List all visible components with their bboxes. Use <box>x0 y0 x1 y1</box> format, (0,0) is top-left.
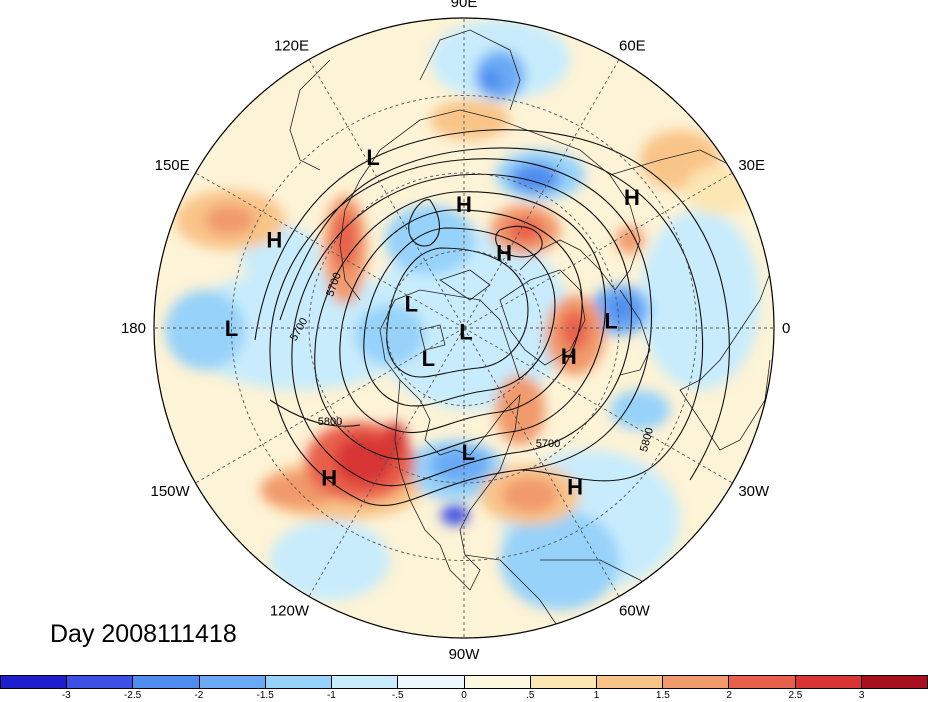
meridian-line <box>463 327 620 597</box>
longitude-label: 120W <box>270 602 310 619</box>
map-border <box>153 17 775 639</box>
colorbar-swatch <box>464 676 531 688</box>
lat-lon-grid <box>154 18 774 638</box>
longitude-label: 60E <box>619 38 646 55</box>
colorbar-swatch <box>530 676 597 688</box>
colorbar <box>0 675 928 689</box>
colorbar-tick-label: 2.5 <box>788 690 803 701</box>
latitude-circle <box>386 250 542 406</box>
colorbar-tick-label: .5 <box>526 690 535 701</box>
colorbar-tick-label: -3 <box>61 690 71 701</box>
colorbar-tick-label: -1 <box>326 690 336 701</box>
high-pressure-label: H <box>456 192 472 217</box>
colorbar-tick-label: -.5 <box>391 690 404 701</box>
low-pressure-label: L <box>604 308 617 333</box>
high-pressure-label: H <box>266 228 282 253</box>
high-pressure-label: H <box>567 475 583 500</box>
meridian-line <box>463 59 620 329</box>
longitude-label: 30E <box>738 157 765 174</box>
high-pressure-label: H <box>321 466 337 491</box>
colorbar-ticks: -3 -2.5 -2 -1.5 -1 -.5 0 .5 1 1.5 2 2.5 3 <box>0 690 928 702</box>
meridian-line <box>308 59 465 329</box>
colorbar-swatch <box>199 676 266 688</box>
low-pressure-label: L <box>405 291 418 316</box>
colorbar-tick-label: -1.5 <box>256 690 274 701</box>
meridian-line <box>195 327 465 484</box>
low-pressure-label: L <box>225 316 238 341</box>
colorbar-swatch <box>133 676 200 688</box>
colorbar-swatch <box>67 676 134 688</box>
contour-label: 5700 <box>536 438 560 450</box>
colorbar-swatch <box>332 676 399 688</box>
contour-label: 5800 <box>318 416 342 428</box>
low-pressure-label: L <box>462 440 475 465</box>
colorbar-swatch <box>596 676 664 688</box>
meridian-line <box>463 327 733 484</box>
longitude-label: 150W <box>150 483 190 500</box>
meridian-line <box>308 327 465 597</box>
colorbar-tick-label: 2 <box>726 690 732 701</box>
high-pressure-label: H <box>496 241 512 266</box>
longitude-label: 150E <box>155 157 190 174</box>
latitude-circle <box>308 172 620 484</box>
day-label: Day 2008111418 <box>50 620 237 648</box>
colorbar-tick-label: -2 <box>194 690 204 701</box>
anomaly-shading <box>154 18 774 638</box>
longitude-label: 120E <box>274 38 309 55</box>
low-pressure-label: L <box>459 319 472 344</box>
colorbar-tick-label: 3 <box>858 690 865 701</box>
colorbar-swatch <box>861 676 928 688</box>
low-pressure-label: L <box>422 346 435 371</box>
colorbar-tick-label: 0 <box>461 690 467 701</box>
meridian-line <box>195 172 465 329</box>
high-pressure-label: H <box>624 185 640 210</box>
contour-label-text: 5800 <box>318 416 342 428</box>
colorbar-tick-label: 1.5 <box>655 690 670 701</box>
longitude-labels: 90E 60E 30E 0 30W 60W 90W 120W 150W 180 150E 120E <box>121 0 790 663</box>
colorbar-swatch <box>663 676 730 688</box>
latitude-circle <box>231 95 697 561</box>
longitude-label: 180 <box>121 320 146 337</box>
longitude-label: 0 <box>782 320 790 337</box>
high-pressure-label: H <box>561 344 577 369</box>
colorbar-swatch <box>795 676 862 688</box>
colorbar-swatch <box>398 676 465 688</box>
height-contours <box>254 129 730 507</box>
longitude-label: 30W <box>738 483 770 500</box>
colorbar-tick-label: -2.5 <box>123 690 142 701</box>
colorbar-tick-label: 1 <box>593 690 600 701</box>
meridian-line <box>463 172 733 329</box>
longitude-label: 90E <box>451 0 478 11</box>
contour-label-text: 5700 <box>536 438 560 450</box>
colorbar-swatch <box>1 676 68 688</box>
longitude-label: 90W <box>449 646 481 663</box>
longitude-label: 60W <box>619 602 651 619</box>
low-pressure-label: L <box>366 145 379 170</box>
colorbar-swatch <box>729 676 796 688</box>
colorbar-swatch <box>265 676 333 688</box>
